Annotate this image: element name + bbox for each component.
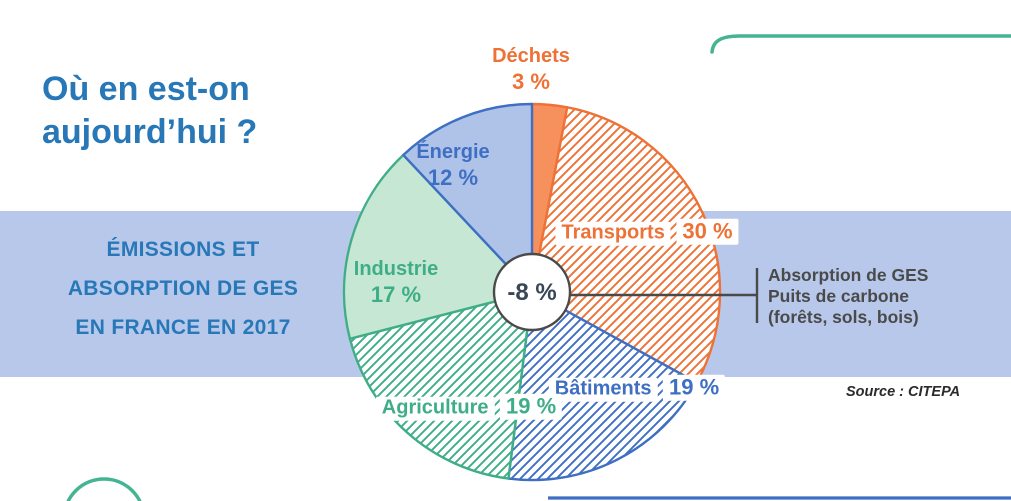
- pie-label-dechets-name: Déchets: [492, 45, 570, 68]
- top-right-corner-decoration: [710, 34, 1011, 54]
- pie-label-energie: Énergie 12 %: [416, 141, 489, 191]
- pie-label-energie-name: Énergie: [416, 141, 490, 164]
- page-title-line-1: Où en est-on: [42, 70, 250, 108]
- pie-slice-industrie: [342, 153, 534, 340]
- band-caption-line-1: ÉMISSIONS ET: [106, 238, 260, 261]
- pie-label-batiments-name: Bâtiments: [548, 377, 658, 402]
- pie-label-industrie: Industrie 17 %: [354, 258, 438, 308]
- pie-label-agriculture-value: 19 %: [500, 393, 563, 420]
- pie-label-industrie-name: Industrie: [353, 258, 439, 281]
- pie-label-industrie-value: 17 %: [370, 281, 422, 307]
- pie-label-agriculture-name: Agriculture: [375, 396, 495, 421]
- pie-slice-agriculture: [348, 290, 534, 480]
- page-title-line-2: aujourd’hui ?: [42, 113, 258, 152]
- band-caption-line-3: EN FRANCE EN 2017: [75, 316, 291, 339]
- pie-label-dechets: Déchets 3 %: [492, 45, 570, 95]
- pie-slice-energie: [402, 102, 534, 294]
- pie-label-batiments-value: 19 %: [663, 374, 726, 401]
- pie-label-transports-value: 30 %: [676, 218, 739, 245]
- band-caption-line-2: ABSORPTION DE GES: [67, 277, 299, 300]
- absorption-annotation-line-2: Puits de carbone: [768, 286, 910, 306]
- source-credit: Source : CITEPA: [846, 384, 961, 400]
- pie-label-dechets-value: 3 %: [512, 68, 550, 94]
- page-title: Où en est-on aujourd’hui ?: [42, 68, 382, 154]
- pie-center-circle: [492, 252, 572, 332]
- pie-label-transports: Transports 30 %: [555, 218, 739, 246]
- band-caption: ÉMISSIONS ET ABSORPTION DE GES EN FRANCE…: [33, 230, 333, 347]
- bottom-left-circle-decoration: [66, 477, 142, 501]
- absorption-annotation-line-1: Absorption de GES: [768, 265, 929, 285]
- pie-label-energie-value: 12 %: [427, 164, 479, 190]
- pie-label-agriculture: Agriculture 19 %: [375, 393, 563, 421]
- pie-center-value: -8 %: [507, 279, 557, 306]
- absorption-annotation: Absorption de GES Puits de carbone (forê…: [768, 265, 928, 328]
- absorption-annotation-line-3: (forêts, sols, bois): [768, 307, 919, 327]
- pie-label-transports-name: Transports: [555, 221, 671, 246]
- pie-label-batiments: Bâtiments 19 %: [548, 374, 726, 402]
